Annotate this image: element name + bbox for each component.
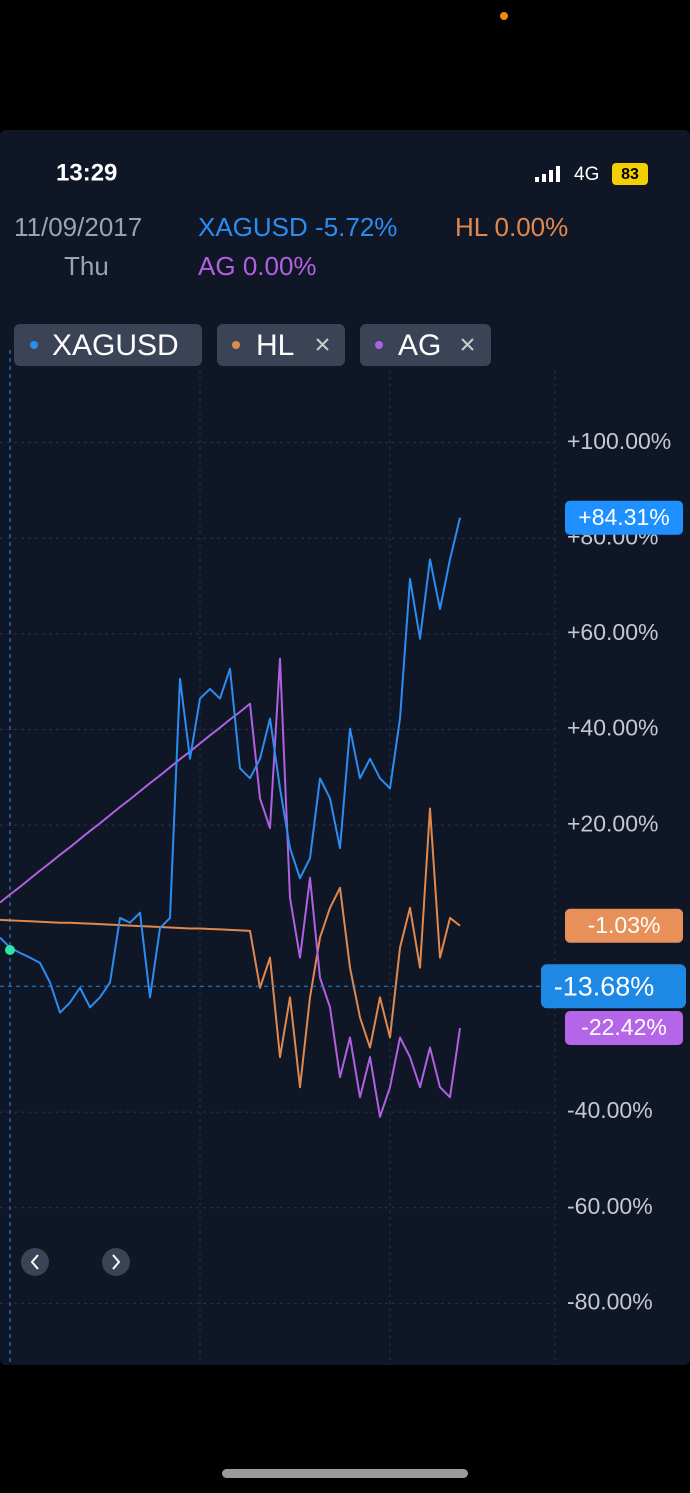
chip-dot xyxy=(375,341,383,349)
y-tick-label: +40.00% xyxy=(567,715,658,741)
price-badge-label: -22.42% xyxy=(581,1014,667,1040)
battery-level: 83 xyxy=(621,166,639,183)
home-indicator xyxy=(222,1469,468,1478)
nav-next[interactable] xyxy=(102,1248,130,1276)
y-tick-label: -40.00% xyxy=(567,1097,653,1123)
series-line xyxy=(0,657,461,1118)
chip[interactable] xyxy=(217,324,345,366)
legend-hl: HL 0.00% xyxy=(455,212,568,242)
date: 11/09/2017 xyxy=(14,212,142,242)
y-tick-label: -60.00% xyxy=(567,1193,653,1219)
y-tick-label: +100.00% xyxy=(567,428,671,454)
chip-close[interactable] xyxy=(461,338,474,351)
price-badge xyxy=(565,1011,683,1046)
signal-icon xyxy=(535,166,560,182)
chip[interactable] xyxy=(360,324,491,366)
price-badge xyxy=(565,908,683,943)
plot: +100.00%+80.00%+60.00%+40.00%+20.00%-40.… xyxy=(0,428,686,1314)
price-badge xyxy=(565,500,683,535)
battery-icon xyxy=(612,163,648,185)
chip[interactable] xyxy=(14,324,202,366)
legend-change: 0.00% xyxy=(495,212,569,242)
chip-ag[interactable]: AG xyxy=(360,324,491,366)
legend-name: AG xyxy=(198,251,236,281)
legend-ag: AG 0.00% xyxy=(198,251,317,281)
chip-label: XAGUSD xyxy=(52,329,179,362)
camera-dot xyxy=(500,12,508,20)
crosshair-point xyxy=(5,945,15,955)
y-tick-label: -80.00% xyxy=(567,1288,653,1314)
chip-dot xyxy=(232,341,240,349)
price-badge-label: -1.03% xyxy=(588,912,661,938)
price-badge-label: +84.31% xyxy=(578,504,669,530)
chip-label: HL xyxy=(256,329,294,362)
series-line xyxy=(0,807,461,1089)
chip-close[interactable] xyxy=(316,338,329,351)
legend-change: 0.00% xyxy=(243,251,317,281)
chip-label: AG xyxy=(398,329,441,362)
legend-name: HL xyxy=(455,212,488,242)
legend-change: -5.72% xyxy=(315,212,397,242)
legend-name: XAGUSD xyxy=(198,212,308,242)
y-tick-label: +20.00% xyxy=(567,810,658,836)
series-line xyxy=(0,517,461,1014)
weekday: Thu xyxy=(64,251,109,281)
app-screen xyxy=(0,130,690,1365)
nav-prev[interactable] xyxy=(21,1248,49,1276)
crosshair-badge-label: -13.68% xyxy=(554,971,655,1001)
network-label: 4G xyxy=(574,164,599,185)
chip-hl[interactable]: HL xyxy=(217,324,345,366)
chip-dot xyxy=(30,341,38,349)
chip-xagusd[interactable]: XAGUSD xyxy=(14,324,202,366)
legend-xagusd: XAGUSD -5.72% xyxy=(198,212,397,242)
crosshair-badge xyxy=(541,964,686,1009)
vertical-grid xyxy=(199,370,556,1365)
status-time: 13:29 xyxy=(56,159,117,186)
y-tick-label: +60.00% xyxy=(567,619,658,645)
